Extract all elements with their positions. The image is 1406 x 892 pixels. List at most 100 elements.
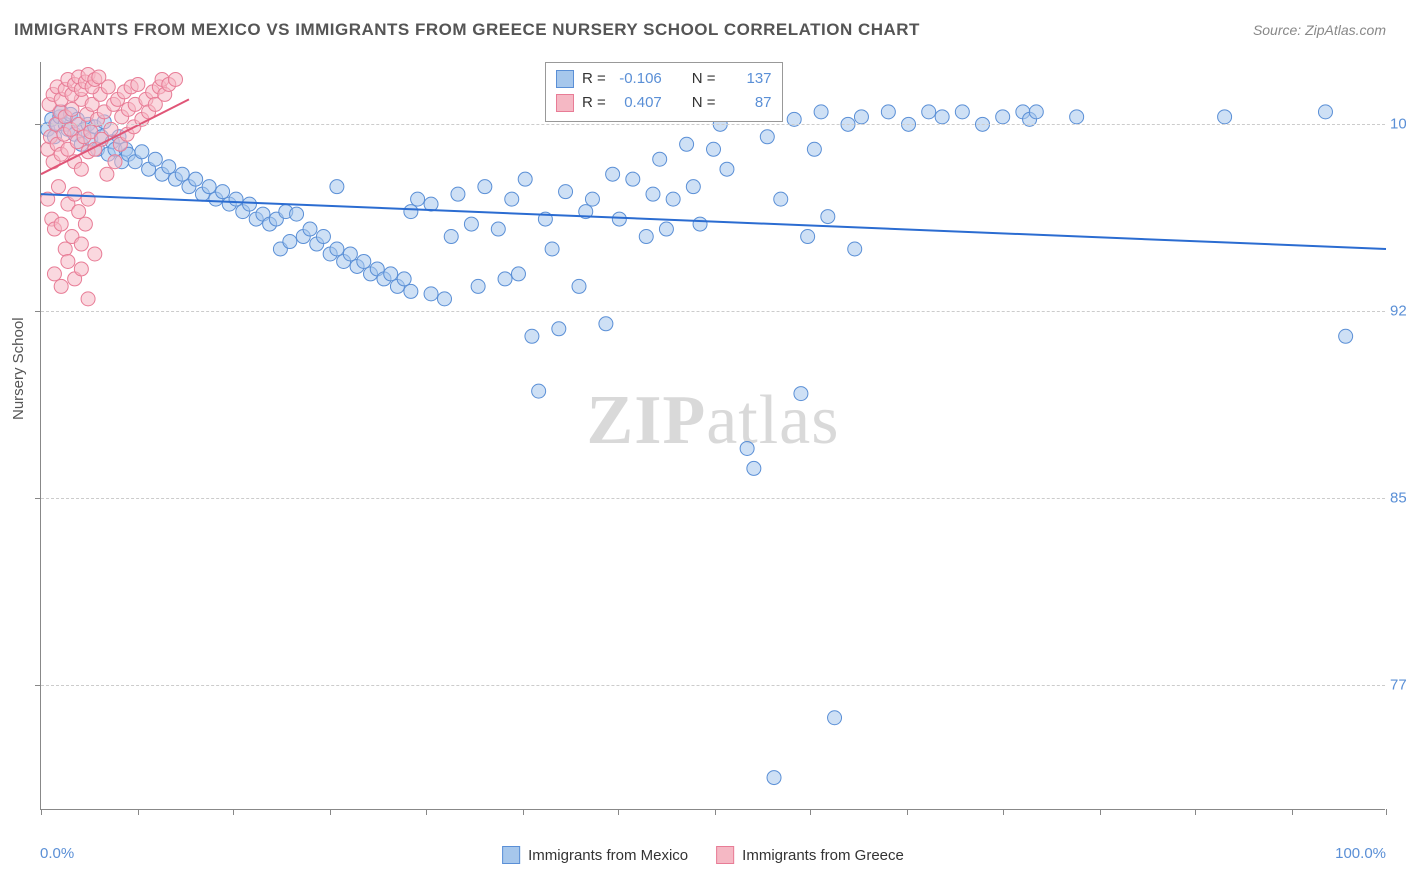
stats-n-label: N = [692, 91, 716, 115]
data-point [1218, 110, 1232, 124]
data-point [478, 180, 492, 194]
chart-title: IMMIGRANTS FROM MEXICO VS IMMIGRANTS FRO… [14, 20, 920, 40]
data-point [357, 254, 371, 268]
data-point [505, 192, 519, 206]
stats-r-label: R = [582, 91, 606, 115]
data-point [424, 287, 438, 301]
data-point [47, 267, 61, 281]
legend-label-mexico: Immigrants from Mexico [528, 847, 688, 864]
data-point [828, 711, 842, 725]
data-point [72, 205, 86, 219]
data-point [51, 180, 65, 194]
data-point [807, 142, 821, 156]
x-tick [330, 809, 331, 815]
x-tick [523, 809, 524, 815]
y-tick-label: 100.0% [1390, 116, 1406, 133]
x-tick [426, 809, 427, 815]
data-point [525, 329, 539, 343]
data-point [316, 230, 330, 244]
data-point [78, 217, 92, 231]
stats-box: R =-0.106N =137R =0.407N =87 [545, 62, 783, 122]
data-point [760, 130, 774, 144]
x-tick [233, 809, 234, 815]
data-point [996, 110, 1010, 124]
data-point [330, 180, 344, 194]
data-point [707, 142, 721, 156]
y-axis-label: Nursery School [10, 317, 27, 420]
data-point [767, 771, 781, 785]
data-point [74, 237, 88, 251]
grid-line [41, 311, 1385, 312]
data-point [606, 167, 620, 181]
stats-row: R =0.407N =87 [556, 91, 772, 115]
data-point [680, 137, 694, 151]
chart-plot-area: ZIPatlas 77.5%85.0%92.5%100.0% [40, 62, 1385, 810]
data-point [498, 272, 512, 286]
data-point [58, 242, 72, 256]
data-point [189, 172, 203, 186]
x-axis-start-label: 0.0% [40, 845, 74, 862]
data-point [92, 70, 106, 84]
data-point [384, 267, 398, 281]
data-point [646, 187, 660, 201]
scatter-svg [41, 62, 1385, 809]
stats-n-label: N = [692, 67, 716, 91]
x-tick [1292, 809, 1293, 815]
x-axis-end-label: 100.0% [1335, 845, 1386, 862]
stats-r-value: -0.106 [614, 67, 662, 91]
data-point [1318, 105, 1332, 119]
data-point [854, 110, 868, 124]
bottom-legend: Immigrants from Mexico Immigrants from G… [502, 846, 904, 864]
grid-line [41, 685, 1385, 686]
data-point [162, 160, 176, 174]
data-point [74, 162, 88, 176]
data-point [518, 172, 532, 186]
data-point [411, 192, 425, 206]
data-point [175, 167, 189, 181]
data-point [169, 72, 183, 86]
data-point [814, 105, 828, 119]
stats-row: R =-0.106N =137 [556, 67, 772, 91]
legend-label-greece: Immigrants from Greece [742, 847, 904, 864]
trend-line [41, 194, 1386, 249]
data-point [404, 205, 418, 219]
data-point [599, 317, 613, 331]
y-tick-label: 85.0% [1390, 490, 1406, 507]
data-point [552, 322, 566, 336]
data-point [343, 247, 357, 261]
legend-swatch-mexico [502, 846, 520, 864]
data-point [216, 185, 230, 199]
data-point [801, 230, 815, 244]
data-point [1339, 329, 1353, 343]
data-point [1070, 110, 1084, 124]
x-tick [1195, 809, 1196, 815]
data-point [794, 387, 808, 401]
data-point [88, 247, 102, 261]
x-tick [618, 809, 619, 815]
data-point [491, 222, 505, 236]
data-point [303, 222, 317, 236]
x-tick [1386, 809, 1387, 815]
data-point [202, 180, 216, 194]
data-point [848, 242, 862, 256]
y-tick-label: 77.5% [1390, 677, 1406, 694]
data-point [740, 441, 754, 455]
stats-n-value: 87 [724, 91, 772, 115]
data-point [666, 192, 680, 206]
data-point [686, 180, 700, 194]
x-tick [907, 809, 908, 815]
source-label: Source: ZipAtlas.com [1253, 22, 1386, 38]
data-point [511, 267, 525, 281]
data-point [283, 235, 297, 249]
data-point [653, 152, 667, 166]
data-point [444, 230, 458, 244]
legend-item-mexico: Immigrants from Mexico [502, 846, 688, 864]
y-tick [35, 311, 41, 312]
data-point [54, 279, 68, 293]
data-point [821, 210, 835, 224]
data-point [81, 192, 95, 206]
data-point [54, 217, 68, 231]
data-point [242, 197, 256, 211]
data-point [935, 110, 949, 124]
data-point [100, 167, 114, 181]
